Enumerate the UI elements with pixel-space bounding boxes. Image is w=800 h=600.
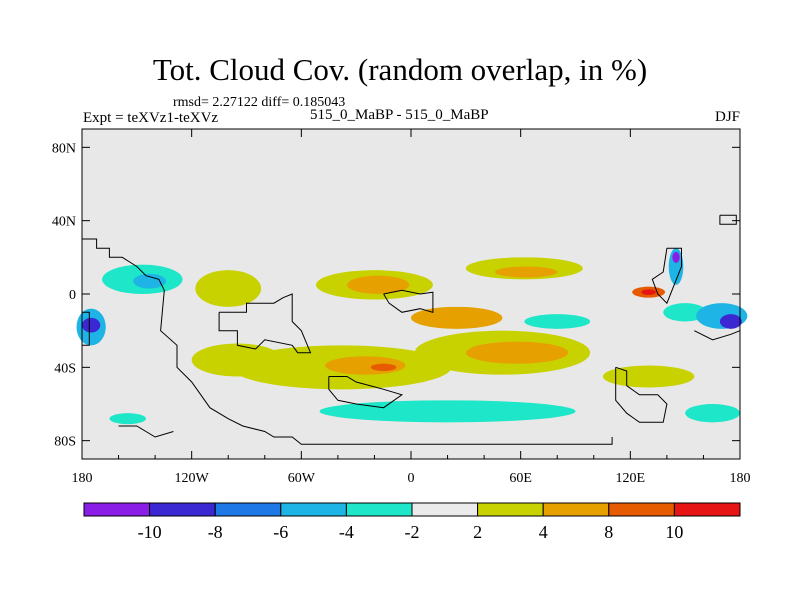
experiment-label: Expt = teXVz1-teXVz — [83, 110, 219, 126]
colorbar-label: 2 — [473, 522, 482, 542]
coastline-8 — [694, 330, 741, 341]
contour-region--4 — [685, 404, 740, 423]
coastline-10 — [82, 311, 90, 346]
y-tick-label: 0 — [69, 288, 76, 303]
colorbar-box — [411, 502, 479, 517]
contour-regions — [76, 248, 748, 425]
center-label: 515_0_MaBP - 515_0_MaBP — [310, 107, 489, 123]
colorbar-box — [542, 502, 610, 517]
coastline-9 — [118, 425, 174, 438]
colorbar-box — [673, 502, 741, 517]
contour-region-10 — [641, 289, 656, 295]
coastline-7 — [719, 214, 737, 225]
coastline-2 — [218, 293, 312, 354]
contour-region-4 — [411, 306, 503, 329]
contour-region--4 — [663, 303, 708, 322]
contour-region-4 — [347, 275, 410, 295]
colorbar-label: -8 — [208, 522, 223, 542]
axis-ticks: 180 120W 60W 0 60E 120E 180 80N 40N 0 40S 80S — [52, 129, 751, 486]
chart-title: Tot. Cloud Cov. (random overlap, in %) — [152, 52, 648, 87]
contour-region-4 — [495, 266, 558, 278]
contour-region--4 — [524, 314, 591, 329]
colorbar-box — [149, 502, 216, 517]
x-tick-label: 120E — [616, 471, 646, 486]
coastline-4 — [328, 376, 404, 409]
x-tick-label: 0 — [408, 471, 415, 486]
colorbar-box — [280, 502, 347, 517]
x-tick-label: 60W — [288, 471, 316, 486]
y-tick-label: 40S — [54, 361, 76, 376]
contour-region--10 — [672, 251, 680, 263]
colorbar-label: 4 — [539, 522, 548, 542]
colorbar-label: 8 — [604, 522, 613, 542]
contour-region--8 — [719, 314, 742, 329]
contour-region--4 — [319, 400, 576, 423]
coastline-outlines — [82, 214, 741, 445]
contour-region-2 — [195, 270, 262, 307]
contour-region-2 — [191, 343, 284, 377]
coastline-5 — [615, 366, 668, 423]
contour-region-2 — [602, 365, 695, 388]
contour-region-4 — [465, 341, 569, 364]
coastline-3 — [383, 289, 434, 313]
colorbar-label: -2 — [405, 522, 420, 542]
y-tick-label: 80N — [52, 141, 76, 156]
coastline-6 — [651, 247, 682, 305]
colorbar-label: -10 — [138, 522, 162, 542]
coastline-1 — [82, 238, 613, 445]
colorbar-box — [214, 502, 282, 517]
x-tick-label: 180 — [72, 471, 93, 486]
y-tick-label: 80S — [54, 435, 76, 450]
colorbar-label: -6 — [273, 522, 288, 542]
colorbar-label: 10 — [665, 522, 683, 542]
x-tick-label: 120W — [175, 471, 210, 486]
colorbar: -10 -8 -6 -4 -2 2 4 8 10 — [83, 502, 741, 542]
colorbar-label: -4 — [339, 522, 354, 542]
season-label: DJF — [714, 109, 740, 125]
contour-region--4 — [109, 413, 146, 425]
colorbar-box — [608, 502, 675, 517]
x-tick-label: 60E — [509, 471, 532, 486]
y-tick-label: 40N — [52, 215, 76, 230]
contour-region--6 — [668, 248, 684, 285]
colorbar-box — [83, 502, 151, 517]
colorbar-box — [345, 502, 413, 517]
contour-region--8 — [82, 317, 101, 333]
contour-region--6 — [133, 273, 167, 289]
stats-label: rmsd= 2.27122 diff= 0.185043 — [173, 95, 346, 110]
x-tick-label: 180 — [730, 471, 751, 486]
colorbar-box — [477, 502, 544, 517]
contour-region-8 — [370, 363, 397, 372]
